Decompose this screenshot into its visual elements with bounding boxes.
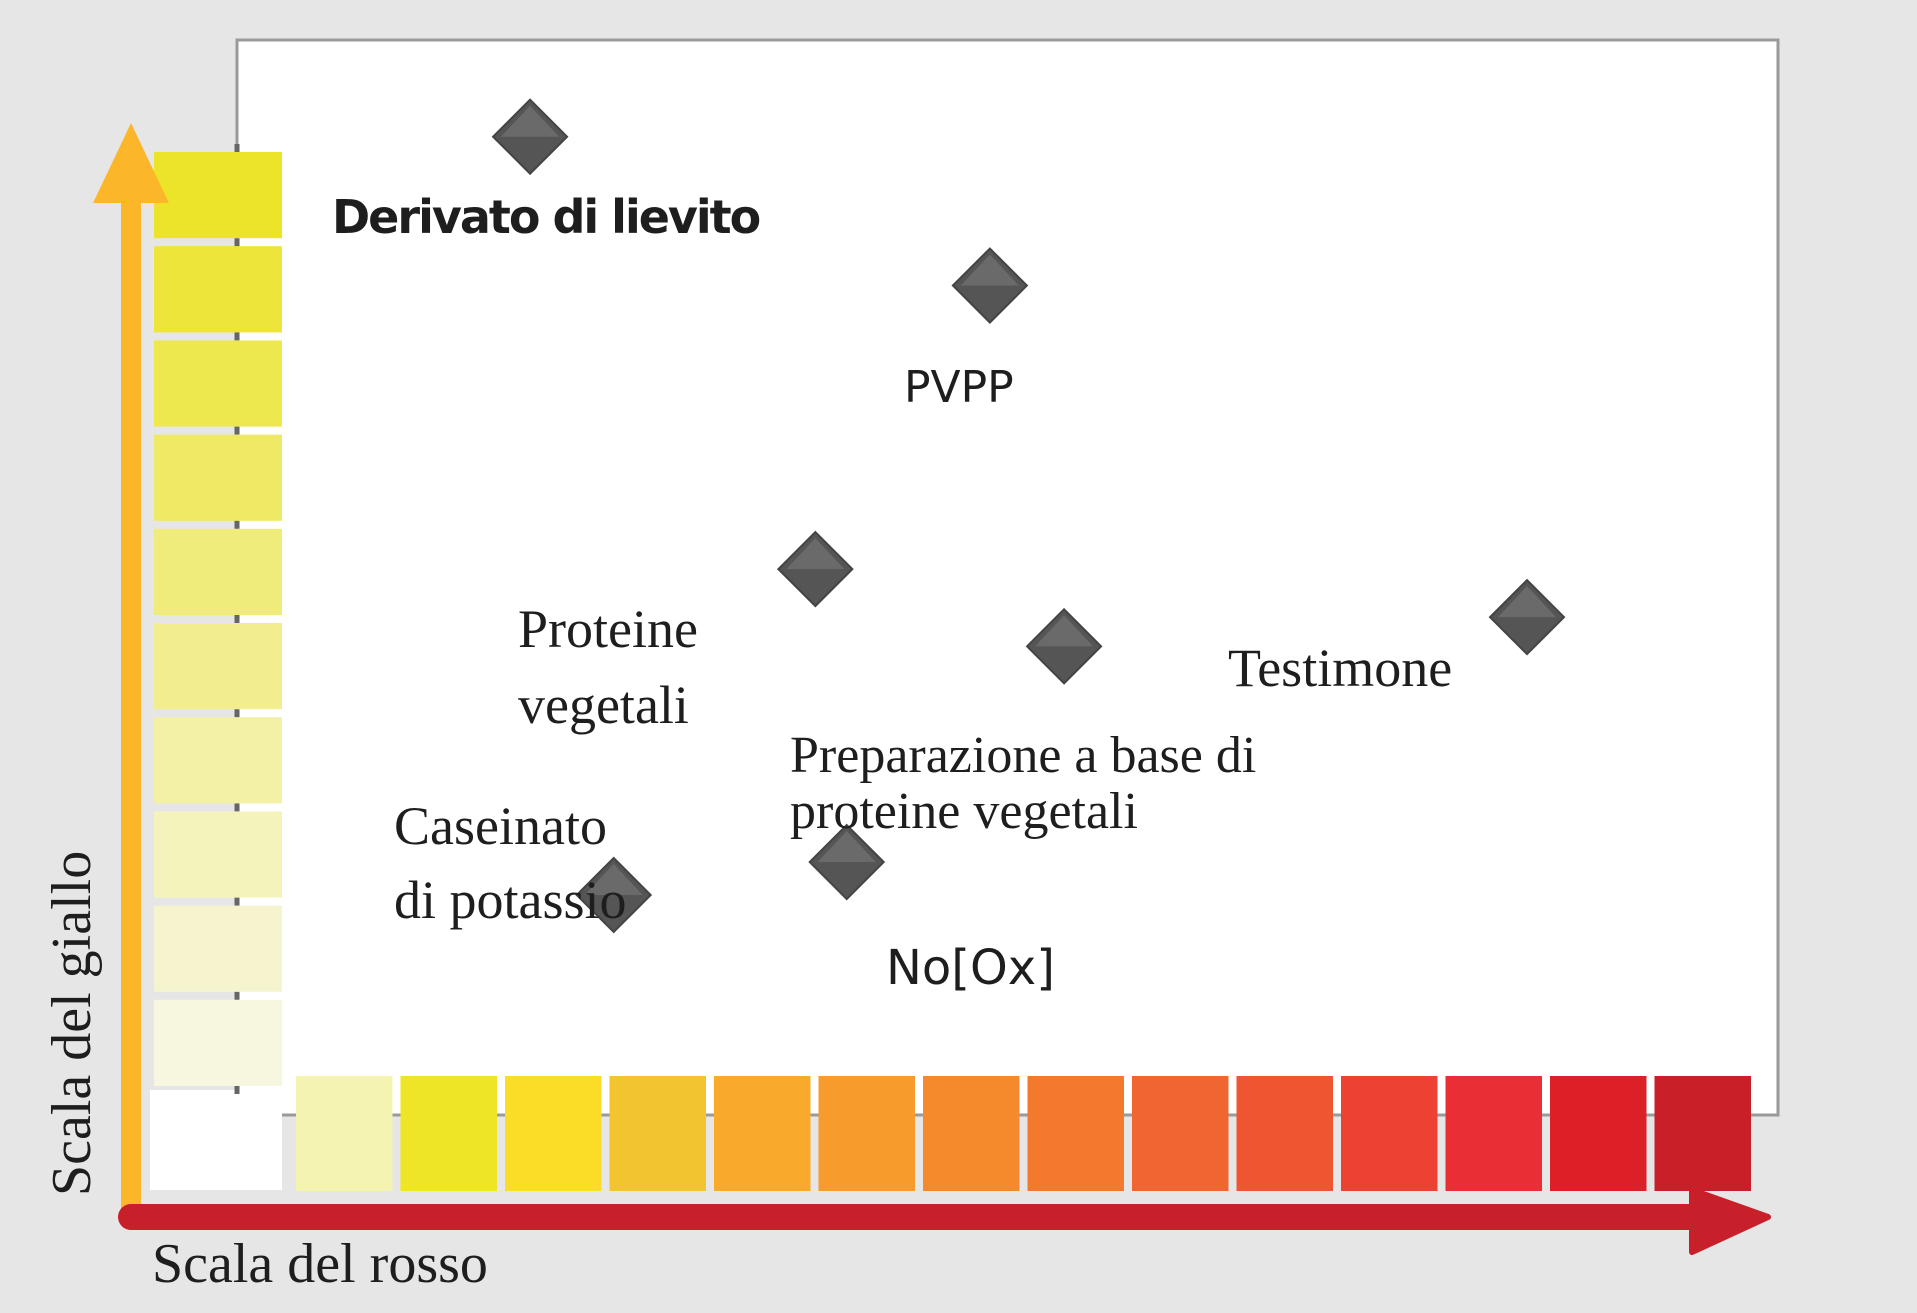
y-swatch — [154, 246, 282, 333]
data-point-marker — [491, 98, 569, 176]
data-point-marker — [951, 247, 1029, 324]
x-swatch — [609, 1076, 706, 1191]
y-swatch — [154, 528, 282, 615]
x-swatch — [505, 1076, 602, 1191]
data-point-marker — [1025, 607, 1103, 685]
label-derivato-di-lievito: Derivato di lievito — [332, 190, 760, 244]
y-swatch — [154, 434, 282, 521]
y-swatch — [154, 623, 282, 710]
x-swatch — [1550, 1076, 1647, 1191]
data-point-marker — [575, 856, 653, 934]
x-swatch — [714, 1076, 811, 1191]
y-axis-label: Scala del giallo — [41, 851, 103, 1196]
y-axis-swatches — [154, 152, 282, 1086]
y-swatch — [154, 152, 282, 239]
x-swatch — [1027, 1076, 1124, 1191]
x-swatch — [818, 1076, 915, 1191]
x-swatch — [1341, 1076, 1438, 1191]
data-point-marker — [776, 530, 854, 608]
label-testimone: Testimone — [1228, 638, 1452, 698]
x-swatch — [1236, 1076, 1333, 1191]
x-swatch — [296, 1076, 393, 1191]
data-point-marker — [1488, 578, 1566, 656]
x-swatch — [923, 1076, 1020, 1191]
label-preparazione-a-base-di-proteine-vegetali: Preparazione a base di proteine vegetali — [790, 727, 1269, 840]
label-proteine-vegetali: Proteine vegetali — [518, 599, 711, 735]
y-swatch — [154, 811, 282, 898]
plot-area — [235, 38, 1780, 1117]
y-swatch — [154, 999, 282, 1086]
point-labels: Derivato di lievito PVPP Proteine vegeta… — [332, 190, 1452, 996]
x-swatch — [1445, 1076, 1542, 1191]
x-axis-arrow — [118, 1187, 1771, 1255]
x-swatch — [1654, 1076, 1751, 1191]
y-swatch — [154, 340, 282, 427]
label-no-ox: No[Ox] — [886, 940, 1055, 996]
y-axis-arrow — [93, 123, 169, 1217]
y-swatch — [154, 905, 282, 992]
y-swatch — [154, 717, 282, 804]
label-pvpp: PVPP — [904, 362, 1014, 413]
data-point-marker — [808, 823, 886, 901]
origin-swatch — [150, 1090, 282, 1190]
x-axis-label: Scala del rosso — [152, 1233, 488, 1295]
x-axis-swatches — [296, 1076, 1751, 1191]
label-caseinato-di-potassio: Caseinato di potassio — [394, 796, 627, 930]
x-swatch — [400, 1076, 497, 1191]
x-swatch — [1132, 1076, 1229, 1191]
data-markers — [491, 98, 1566, 934]
